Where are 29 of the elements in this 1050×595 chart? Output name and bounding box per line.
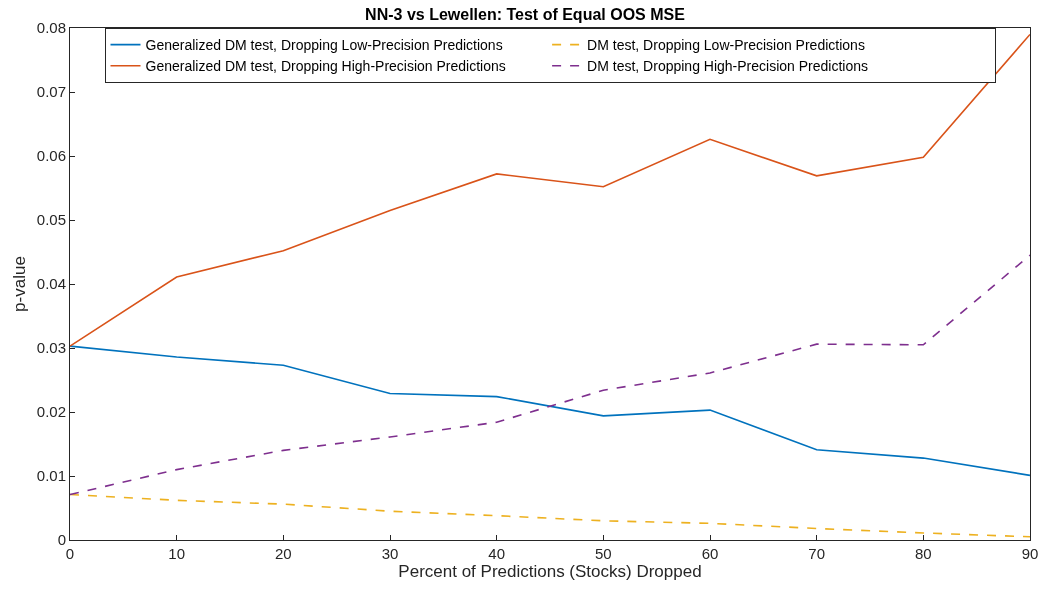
y-tick-label: 0.08 xyxy=(36,19,66,37)
x-tick-label: 30 xyxy=(381,545,399,562)
x-tick-label: 70 xyxy=(808,545,826,562)
line-series xyxy=(70,33,1030,347)
legend-label: DM test, Dropping High-Precision Predictions xyxy=(587,58,868,75)
x-axis-title: Percent of Predictions (Stocks) Dropped xyxy=(398,562,702,582)
y-axis-title: p-value xyxy=(10,256,30,312)
y-tick-label: 0.07 xyxy=(36,83,66,101)
line-series xyxy=(70,254,1030,496)
y-tick-label: 0.03 xyxy=(36,339,66,357)
y-tick-label: 0.04 xyxy=(36,275,66,293)
x-tick-label: 50 xyxy=(594,545,612,562)
legend-label: DM test, Dropping Low-Precision Predictions xyxy=(587,37,865,54)
x-tick-label: 90 xyxy=(1021,545,1039,562)
legend-label: Generalized DM test, Dropping High-Precision Predictions xyxy=(145,58,506,75)
y-tick-label: 0.05 xyxy=(36,211,66,229)
line-series xyxy=(70,493,1030,538)
legend-label: Generalized DM test, Dropping Low-Precision Predictions xyxy=(145,37,503,54)
y-tick-label: 0.02 xyxy=(36,403,66,421)
x-tick-label: 80 xyxy=(914,545,932,562)
x-tick-label: 60 xyxy=(701,545,719,562)
x-tick-label: 20 xyxy=(274,545,292,562)
y-tick-label: 0.01 xyxy=(36,467,66,485)
chart-title: NN-3 vs Lewellen: Test of Equal OOS MSE xyxy=(365,6,686,24)
x-tick-label: 40 xyxy=(488,545,506,562)
y-tick-label: 0.06 xyxy=(36,147,66,165)
y-tick-label: 0 xyxy=(57,531,66,549)
line-series xyxy=(70,345,1030,477)
x-tick-label: 10 xyxy=(168,545,186,562)
